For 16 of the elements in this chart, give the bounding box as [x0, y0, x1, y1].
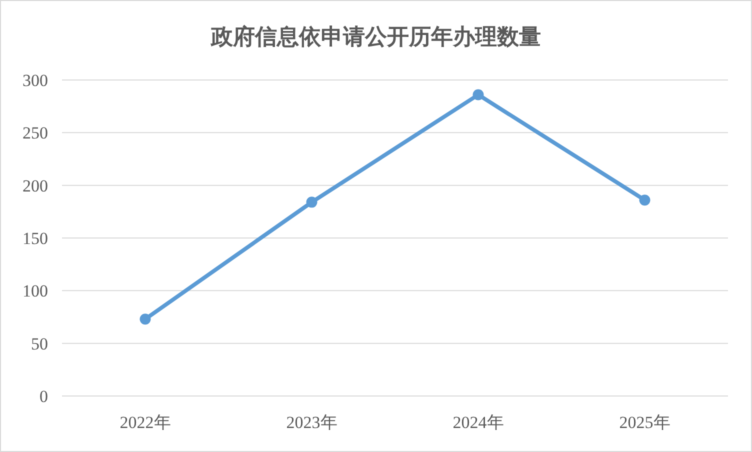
y-tick-label: 100: [22, 282, 48, 301]
y-tick-label: 250: [22, 124, 48, 143]
point: [306, 196, 318, 208]
point: [639, 194, 650, 206]
y-tick-label: 200: [22, 176, 48, 196]
y-tick-label: 50: [31, 334, 48, 354]
chart-title: 政府信息依申请公开历年办理数量: [210, 24, 541, 49]
y-tick-label: 0: [40, 387, 48, 406]
point: [472, 89, 484, 100]
y-tick-label: 150: [22, 229, 48, 248]
x-tick-label: 2022年: [120, 413, 171, 432]
x-tick-label: 2025年: [619, 413, 670, 432]
x-tick-label: 2024年: [452, 413, 504, 432]
y-tick-label: 300: [22, 71, 48, 90]
point: [140, 314, 151, 325]
x-tick-label: 2023年: [286, 413, 338, 432]
